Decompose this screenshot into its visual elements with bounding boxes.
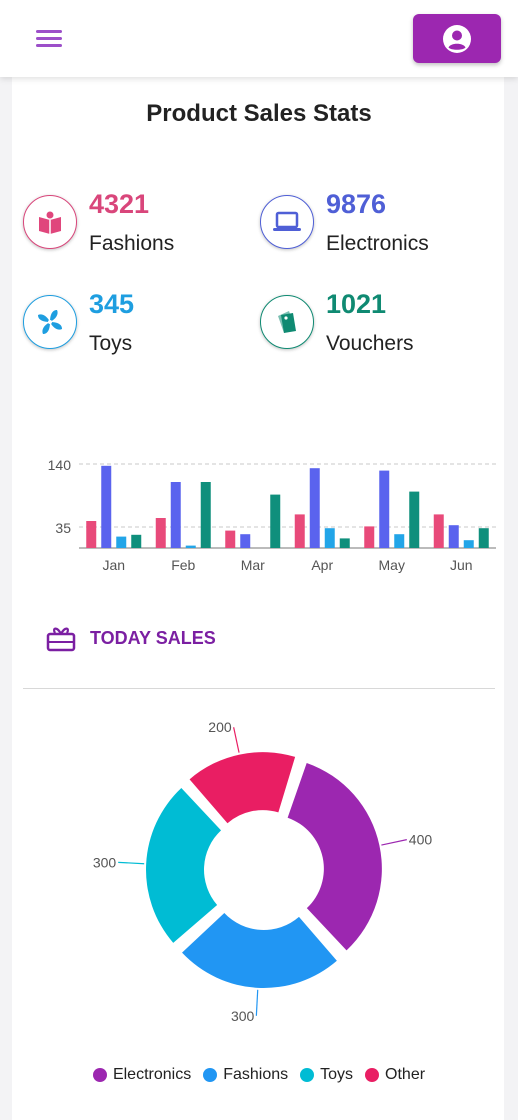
x-tick-label: Jun [450, 557, 473, 573]
section-divider [23, 688, 495, 689]
bar[interactable] [86, 521, 97, 548]
legend-dot [203, 1068, 218, 1082]
stat-electronics[interactable]: 9876 Electronics [260, 189, 490, 265]
pinwheel-icon [38, 310, 62, 334]
stat-label: Vouchers [326, 332, 414, 355]
data-label: 400 [409, 832, 433, 848]
bar[interactable] [240, 534, 251, 548]
bar[interactable] [155, 518, 166, 548]
legend-label: Electronics [112, 1066, 192, 1083]
data-label: 300 [93, 854, 117, 870]
data-label: 300 [231, 1008, 255, 1024]
x-tick-label: May [379, 557, 405, 573]
leader-line [118, 861, 145, 865]
stat-badge [260, 295, 314, 349]
bar[interactable] [200, 482, 211, 548]
legend-dot [300, 1068, 315, 1082]
stat-toys[interactable]: 345 Toys [23, 289, 253, 365]
bar[interactable] [270, 494, 281, 548]
bar[interactable] [478, 528, 489, 548]
bar[interactable] [225, 530, 236, 548]
bar[interactable] [131, 534, 142, 548]
legend-dot [365, 1068, 380, 1082]
legend-dot [92, 1068, 107, 1082]
top-app-bar [0, 0, 518, 77]
stat-value: 345 [89, 289, 135, 319]
y-tick-label: 140 [48, 457, 72, 473]
bar[interactable] [394, 534, 405, 548]
ticket-icon [278, 311, 296, 333]
bar[interactable] [294, 514, 305, 548]
legend-item[interactable]: Fashions [203, 1066, 288, 1084]
bar[interactable] [463, 540, 474, 548]
bar[interactable] [339, 538, 350, 548]
legend-label: Fashions [223, 1066, 289, 1083]
donut-slice[interactable] [182, 912, 337, 988]
today-sales-donut-chart: 400 300 300 200 [93, 719, 433, 1024]
x-tick-label: Apr [311, 557, 333, 573]
stat-badge [260, 195, 314, 249]
bar[interactable] [101, 465, 112, 548]
today-sales-label: TODAY SALES [90, 627, 216, 648]
user-account-icon [443, 24, 471, 53]
bar[interactable] [409, 491, 420, 548]
open-book-icon [39, 211, 61, 234]
stat-label: Toys [89, 332, 133, 355]
monthly-sales-bar-chart: 35 140 Jan Feb Mar Apr May Jun [48, 457, 496, 573]
chart-legend: Electronics Fashions Toys Other [0, 1066, 518, 1084]
stat-value: 9876 [326, 189, 387, 219]
y-tick-label: 35 [55, 520, 71, 536]
stat-fashions[interactable]: 4321 Fashions [23, 189, 253, 265]
legend-label: Other [385, 1066, 426, 1083]
page-title: Product Sales Stats [146, 100, 372, 127]
legend-item[interactable]: Other [365, 1066, 425, 1084]
hamburger-menu-icon[interactable] [36, 28, 64, 50]
x-tick-label: Feb [171, 557, 195, 573]
legend-label: Toys [320, 1066, 354, 1083]
stat-value: 1021 [326, 289, 387, 319]
user-account-button[interactable] [413, 14, 501, 63]
bar[interactable] [379, 470, 390, 548]
today-sales-heading: TODAY SALES [46, 622, 216, 654]
bar[interactable] [324, 528, 335, 548]
bar[interactable] [433, 514, 444, 548]
donut-slice[interactable] [287, 762, 382, 951]
bar[interactable] [364, 526, 375, 548]
stat-label: Fashions [89, 232, 175, 255]
x-tick-label: Mar [241, 557, 265, 573]
bar[interactable] [170, 482, 181, 548]
stat-value: 4321 [89, 189, 150, 219]
bar[interactable] [116, 536, 127, 548]
stat-vouchers[interactable]: 1021 Vouchers [260, 289, 490, 365]
donut-slice[interactable] [146, 788, 222, 943]
x-tick-label: Jan [102, 557, 125, 573]
laptop-icon [273, 211, 301, 231]
leader-line [233, 727, 240, 753]
bar[interactable] [309, 468, 320, 548]
leader-line [381, 839, 407, 846]
bar[interactable] [185, 545, 196, 548]
stat-badge [23, 195, 77, 249]
legend-item[interactable]: Electronics [92, 1066, 192, 1084]
gift-icon [46, 627, 76, 652]
stat-label: Electronics [326, 232, 429, 255]
leader-line [255, 989, 259, 1016]
bar[interactable] [448, 525, 459, 548]
stat-badge [23, 295, 77, 349]
data-label: 200 [208, 719, 232, 735]
donut-slice[interactable] [189, 752, 296, 824]
legend-item[interactable]: Toys [300, 1066, 353, 1084]
